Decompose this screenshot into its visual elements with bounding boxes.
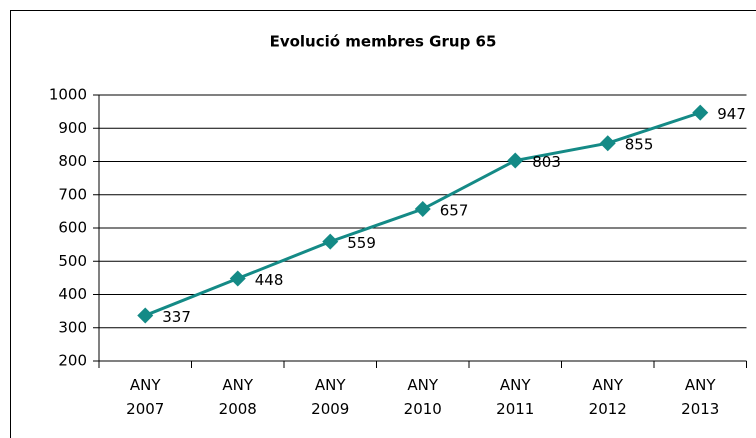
y-tick-label: 700 [58,185,87,203]
y-tick-label: 400 [58,285,87,303]
data-label: 448 [255,271,284,289]
x-tick-label: ANY 2008 [218,376,257,418]
y-tick-label: 200 [58,352,87,370]
data-label: 337 [162,308,191,326]
data-label: 803 [532,153,561,171]
x-tick-label: ANY 2011 [496,376,535,418]
data-label: 657 [440,202,469,220]
y-tick-label: 1000 [49,86,87,104]
chart-title: Evolució membres Grup 65 [270,33,497,51]
y-tick-label: 300 [58,318,87,336]
y-tick-label: 900 [58,119,87,137]
data-label: 855 [625,136,654,154]
y-tick-label: 800 [58,152,87,170]
marker [414,201,431,218]
y-tick-label: 500 [58,252,87,270]
x-tick-label: ANY 2013 [681,376,720,418]
marker [229,270,246,287]
marker [692,104,709,121]
x-tick-label: ANY 2012 [588,376,627,418]
y-tick-label: 600 [58,219,87,237]
x-tick-label: ANY 2010 [403,376,442,418]
marker [322,233,339,250]
marker [137,307,154,324]
data-label: 947 [717,105,746,123]
x-tick-label: ANY 2009 [311,376,350,418]
marker [507,152,524,169]
data-label: 559 [347,234,376,252]
x-tick-label: ANY 2007 [126,376,165,418]
marker [599,135,616,152]
